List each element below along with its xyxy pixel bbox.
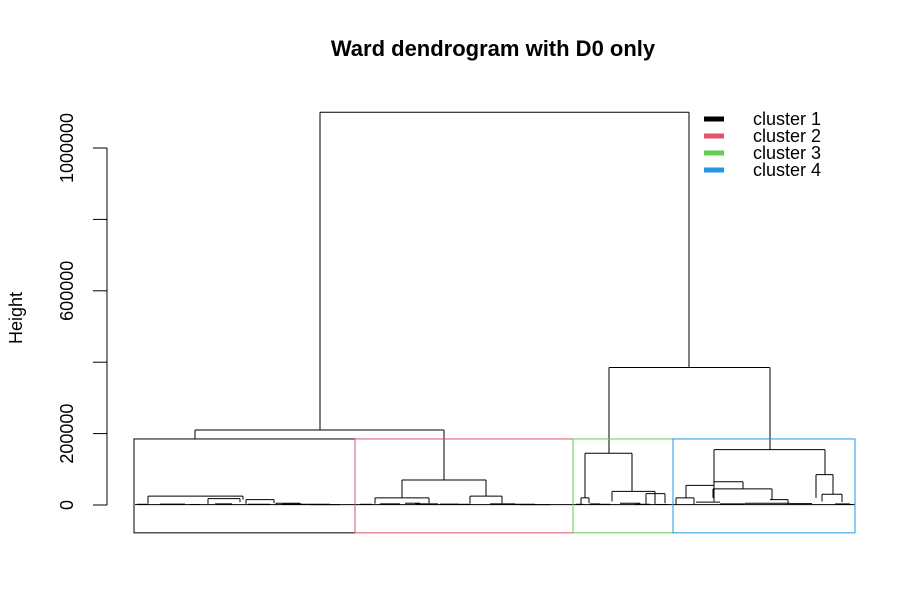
legend-label: cluster 4 [753, 160, 821, 180]
legend-label: cluster 2 [753, 126, 821, 146]
legend-label: cluster 3 [753, 143, 821, 163]
y-tick-label: 200000 [57, 404, 77, 464]
legend-label: cluster 1 [753, 109, 821, 129]
y-tick-label: 600000 [57, 261, 77, 321]
cluster-box [354, 438, 574, 534]
y-axis: 0 200000 600000 1000000 [57, 113, 108, 510]
cluster-boxes [133, 438, 856, 534]
y-tick-label: 0 [57, 500, 77, 510]
cluster-box [672, 438, 856, 534]
y-tick-label: 1000000 [57, 113, 77, 183]
y-axis-label: Height [6, 292, 26, 344]
dendrogram-tree [135, 111, 855, 506]
chart-title: Ward dendrogram with D0 only [331, 36, 656, 61]
cluster-box [133, 438, 356, 534]
